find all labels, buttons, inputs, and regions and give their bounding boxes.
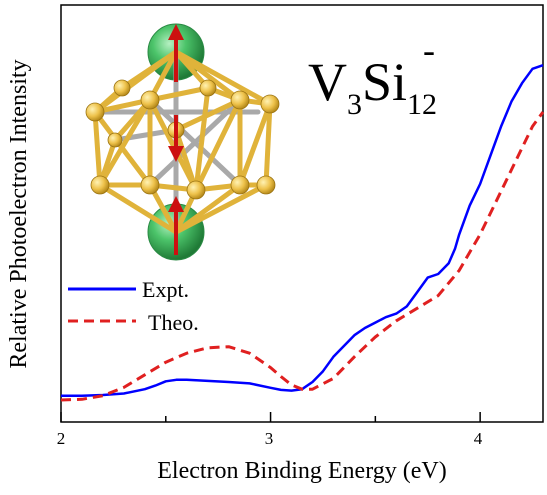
species-label: V3Si12 - — [308, 30, 437, 121]
species-subscript-2: 12 — [407, 88, 437, 121]
series-line-theo — [60, 111, 545, 402]
species-charge: - — [423, 30, 435, 70]
series-line-expt — [61, 64, 544, 397]
x-tick-label-3: 3 — [265, 429, 274, 448]
legend: Expt. Theo. — [68, 277, 199, 335]
y-axis-title: Relative Photoelectron Intensity — [6, 59, 32, 368]
x-tick-label-2: 2 — [57, 429, 66, 448]
species-element-2: Si — [362, 52, 407, 112]
x-axis-title: Electron Binding Energy (eV) — [157, 458, 446, 484]
cluster-structure-illustration — [85, 23, 280, 261]
plot-frame — [60, 4, 544, 423]
legend-label-expt: Expt. — [142, 277, 189, 302]
x-tick-label-4: 4 — [474, 429, 483, 448]
x-axis-ticks — [60, 412, 481, 422]
species-base: V — [308, 52, 347, 112]
series-layer — [60, 64, 545, 402]
species-subscript-1: 3 — [347, 88, 362, 121]
legend-label-theo: Theo. — [148, 310, 199, 335]
